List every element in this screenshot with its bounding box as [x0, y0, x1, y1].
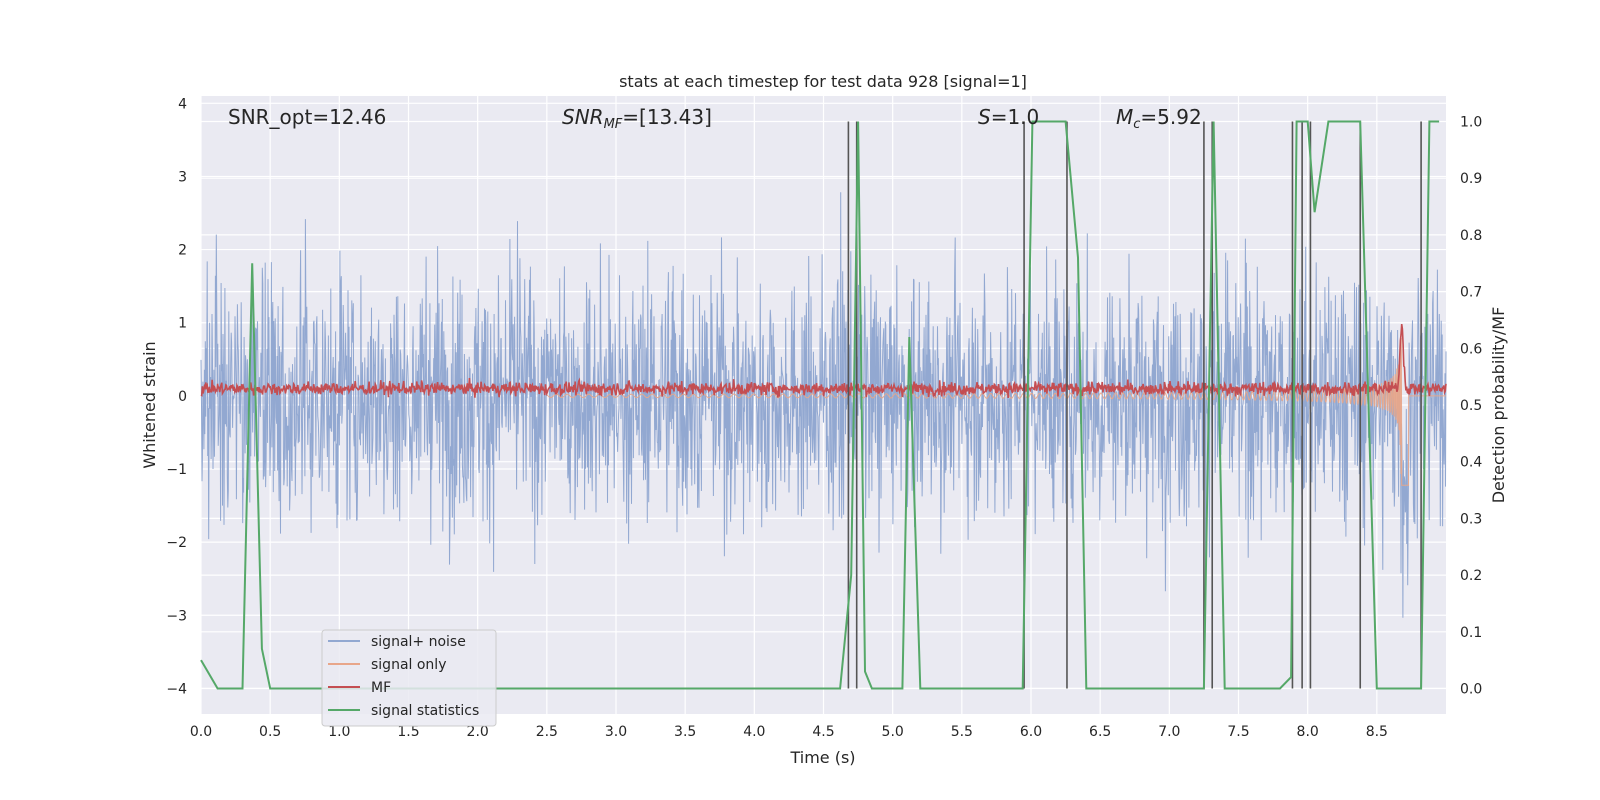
x-tick-label: 5.5 — [951, 724, 973, 740]
x-axis-label: Time (s) — [789, 748, 855, 767]
annotation-s-value: =1.0 — [991, 105, 1040, 129]
x-tick-label: 3.5 — [674, 724, 696, 740]
x-tick-label: 4.5 — [812, 724, 834, 740]
y2-tick-label: 0.9 — [1460, 171, 1482, 187]
legend: signal+ noise signal only MF signal stat… — [321, 629, 497, 727]
series-signal-noise — [200, 192, 1447, 618]
y-tick-label: −1 — [166, 462, 187, 478]
y-tick-label: 2 — [178, 243, 187, 259]
annotation-mc: Mc=5.92 — [1116, 105, 1202, 132]
y2-axis-label: Detection probability/MF — [1489, 307, 1508, 504]
x-tick-label: 4.0 — [743, 724, 765, 740]
x-tick-label: 2.0 — [467, 724, 489, 740]
y-tick-labels: 4 3 2 1 0 −1 −2 −3 −4 — [166, 96, 187, 697]
chart-title: stats at each timestep for test data 928… — [619, 72, 1027, 91]
line-signal-only — [546, 334, 1446, 486]
y-tick-label: −2 — [166, 535, 187, 551]
y2-tick-label: 0.2 — [1460, 568, 1482, 584]
y2-tick-label: 0.6 — [1460, 341, 1482, 357]
line-signal-noise — [200, 192, 1447, 618]
x-tick-label: 6.5 — [1089, 724, 1111, 740]
x-tick-label: 0.0 — [190, 724, 212, 740]
y-tick-label: −3 — [166, 608, 187, 624]
annotation-s-symbol: S — [978, 105, 991, 129]
annotation-mc-symbol: M — [1116, 105, 1133, 129]
x-tick-label: 7.0 — [1158, 724, 1180, 740]
x-tick-label: 8.0 — [1297, 724, 1319, 740]
y-tick-label: −4 — [166, 681, 187, 697]
y2-tick-label: 1.0 — [1460, 115, 1482, 131]
x-tick-label: 8.5 — [1366, 724, 1388, 740]
line-mf — [200, 323, 1447, 398]
series-signal-only — [546, 334, 1446, 486]
legend-label-mf: MF — [371, 680, 391, 696]
x-tick-label: 2.5 — [536, 724, 558, 740]
x-tick-label: 3.0 — [605, 724, 627, 740]
y2-tick-label: 0.4 — [1460, 455, 1482, 471]
annotation-snr-mf-symbol: SNR — [562, 105, 604, 129]
x-tick-label: 1.0 — [328, 724, 350, 740]
annotation-mc-value: =5.92 — [1140, 105, 1201, 129]
y2-tick-label: 0.8 — [1460, 228, 1482, 244]
y2-tick-label: 0.5 — [1460, 398, 1482, 414]
y2-tick-label: 0.0 — [1460, 681, 1482, 697]
annotation-s: S=1.0 — [978, 105, 1039, 129]
annotation-snr-mf-sub: MF — [604, 117, 623, 132]
legend-box — [321, 629, 497, 727]
annotation-snr-opt: SNR_opt=12.46 — [228, 105, 386, 129]
legend-label-signal-only: signal only — [371, 657, 446, 673]
y2-tick-label: 0.1 — [1460, 625, 1482, 641]
y-tick-label: 4 — [178, 96, 187, 112]
x-tick-label: 5.0 — [882, 724, 904, 740]
x-tick-labels: 0.0 0.5 1.0 1.5 2.0 2.5 3.0 3.5 4.0 4.5 5.0 5.5 6.0 6… — [190, 724, 1388, 740]
y2-tick-label: 0.7 — [1460, 285, 1482, 301]
annotation-snr-mf-value: =[13.43] — [622, 105, 712, 129]
series-mf — [200, 323, 1447, 398]
legend-label-signal-statistics: signal statistics — [371, 703, 479, 719]
x-tick-label: 1.5 — [397, 724, 419, 740]
x-tick-label: 7.5 — [1227, 724, 1249, 740]
legend-label-signal-noise: signal+ noise — [371, 634, 466, 650]
annotation-snr-mf: SNRMF=[13.43] — [562, 105, 712, 132]
x-tick-label: 6.0 — [1020, 724, 1042, 740]
y2-tick-label: 0.3 — [1460, 511, 1482, 527]
y-tick-label: 0 — [178, 389, 187, 405]
y-axis-label: Whitened strain — [140, 341, 159, 468]
y-tick-label: 1 — [178, 316, 187, 332]
x-tick-label: 0.5 — [259, 724, 281, 740]
y2-tick-labels: 1.0 0.9 0.8 0.7 0.6 0.5 0.4 0.3 0.2 0.1 0.0 — [1460, 115, 1482, 698]
annotation-mc-sub: c — [1133, 117, 1140, 132]
y-tick-label: 3 — [178, 169, 187, 185]
